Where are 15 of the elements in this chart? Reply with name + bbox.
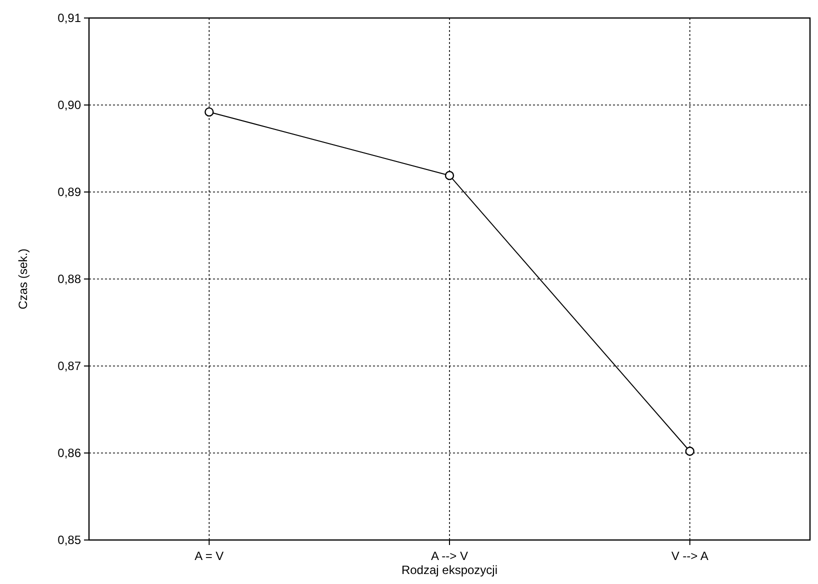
point [685, 446, 694, 456]
point [444, 170, 454, 180]
y-tick-label: 0,89 [58, 185, 82, 200]
y-tick-label: 0,86 [58, 446, 82, 460]
y-axis-title: Czas (sek.) [16, 248, 30, 310]
y-tick-label: 0,90 [58, 98, 82, 112]
y-tick-label: 0,91 [58, 11, 82, 26]
x-axis-title: Rodzaj ekspozycji [401, 563, 498, 577]
y-tick-label: 0,87 [58, 359, 82, 374]
y-tick-label: 0,88 [58, 272, 82, 286]
x-tick-label: V --> A [671, 549, 708, 563]
point [204, 107, 214, 117]
y-tick-label: 0,85 [58, 533, 82, 548]
x-tick-label: A = V [194, 549, 224, 563]
x-tick-label: A --> V [430, 549, 468, 563]
